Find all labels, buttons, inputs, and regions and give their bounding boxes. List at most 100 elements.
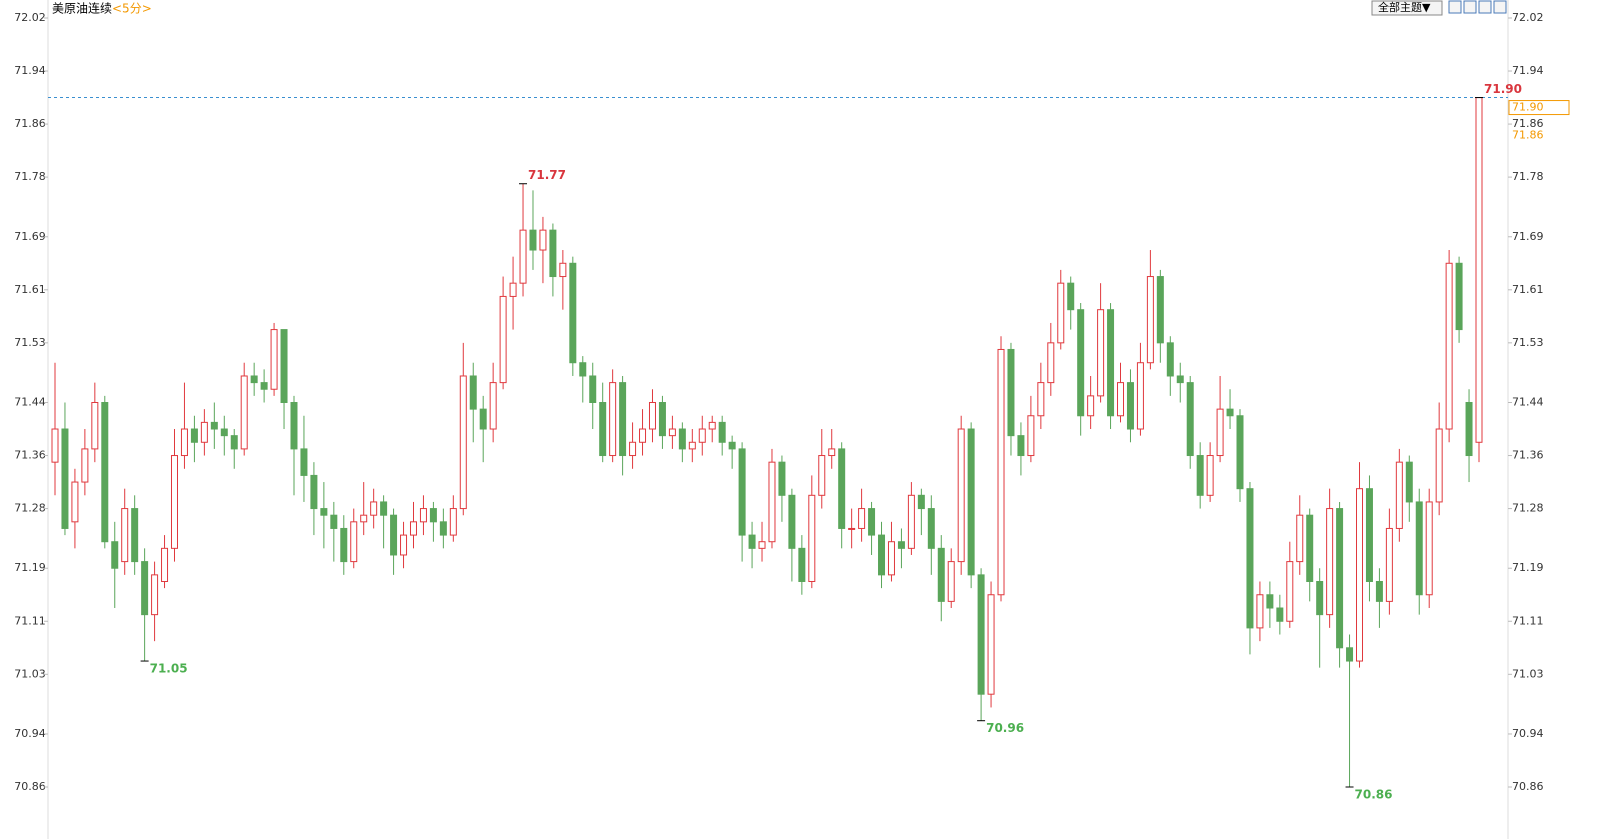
- candle-body: [1186, 382, 1194, 457]
- candle-body: [1435, 428, 1443, 503]
- last-price-box: [1508, 100, 1570, 116]
- candle-body: [220, 428, 228, 437]
- candle-body: [1007, 348, 1015, 437]
- candle-body: [708, 421, 716, 430]
- candle-body: [818, 455, 826, 496]
- candle-body: [489, 382, 497, 430]
- candle-body: [1176, 375, 1184, 384]
- theme-button-label[interactable]: 全部主题▼: [1378, 0, 1431, 14]
- next-icon[interactable]: [1493, 0, 1507, 14]
- fit-icon[interactable]: [1448, 0, 1462, 14]
- candle-body: [808, 494, 816, 582]
- candle-body: [210, 421, 218, 430]
- y2-tick-label: 71.86: [1512, 117, 1544, 130]
- candle-body: [1455, 262, 1463, 331]
- y2-tick-label: 71.19: [1512, 561, 1544, 574]
- candle-body: [1126, 382, 1134, 430]
- candle-body: [1276, 607, 1284, 622]
- candle-body: [579, 362, 587, 377]
- candle-body: [131, 508, 139, 563]
- candle-body: [1097, 309, 1105, 397]
- candle-body: [768, 461, 776, 543]
- candle-body: [101, 402, 109, 543]
- candle-body: [1316, 580, 1324, 616]
- extreme-label: 71.90: [1484, 82, 1522, 96]
- candle-body: [559, 262, 567, 278]
- candle-body: [1107, 309, 1115, 417]
- candle-body: [1047, 342, 1055, 384]
- candle-body: [51, 428, 59, 463]
- y-tick-label: 71.28: [14, 502, 46, 515]
- candle-body: [290, 402, 298, 450]
- toolbar-icons[interactable]: [1448, 0, 1507, 14]
- candle-body: [619, 382, 627, 457]
- prev-icon[interactable]: [1478, 0, 1492, 14]
- y-tick-label: 71.86: [14, 117, 46, 130]
- candle-body: [907, 494, 915, 549]
- candle-body: [748, 534, 756, 549]
- candle-body: [977, 574, 985, 695]
- candle-body: [1425, 501, 1433, 596]
- candle-body: [1296, 514, 1304, 563]
- candle-body: [240, 375, 248, 450]
- candle-body: [260, 382, 268, 390]
- candle-body: [887, 541, 895, 576]
- candle-body: [499, 295, 507, 384]
- candle-body: [161, 547, 169, 582]
- y2-tick-label: 71.53: [1512, 336, 1544, 349]
- zoom-icon[interactable]: [1463, 0, 1477, 14]
- marker-price-label: 71.86: [1512, 129, 1544, 142]
- candle-body: [180, 428, 188, 457]
- candle-body: [390, 514, 398, 556]
- y-tick-label: 72.02: [14, 11, 46, 24]
- candle-body: [1017, 435, 1025, 457]
- candle-body: [310, 474, 318, 510]
- candle-body: [1475, 97, 1483, 443]
- candle-body: [1226, 408, 1234, 417]
- candle-body: [469, 375, 477, 410]
- candle-body: [320, 508, 328, 516]
- y2-tick-label: 71.03: [1512, 667, 1544, 680]
- candle-body: [967, 428, 975, 576]
- extreme-label: 71.77: [528, 168, 566, 182]
- candle-body: [250, 375, 258, 384]
- candle-body: [1166, 342, 1174, 377]
- candle-body: [997, 348, 1005, 596]
- y2-tick-label: 71.61: [1512, 283, 1544, 296]
- candle-body: [1246, 488, 1254, 629]
- candle-body: [1216, 408, 1224, 457]
- candle-body: [330, 514, 338, 529]
- candle-body: [230, 435, 238, 450]
- candle-body: [141, 561, 149, 616]
- candle-body: [350, 521, 358, 563]
- candle-body: [1087, 395, 1095, 417]
- theme-button[interactable]: [1371, 0, 1443, 16]
- candle-body: [738, 448, 746, 536]
- y-tick-label: 71.94: [14, 64, 46, 77]
- candle-body: [828, 448, 836, 457]
- candle-body: [81, 448, 89, 483]
- candle-body: [190, 428, 198, 443]
- candle-body: [1385, 527, 1393, 602]
- period-label: <5分>: [112, 2, 152, 16]
- candle-body: [609, 382, 617, 457]
- candle-body: [668, 428, 676, 437]
- candle-body: [400, 534, 408, 556]
- candle-body: [91, 402, 99, 450]
- candle-body: [380, 501, 388, 516]
- candle-body: [648, 402, 656, 430]
- candle-body: [300, 448, 308, 476]
- last-price-label: 71.90: [1512, 101, 1544, 114]
- candle-body: [718, 421, 726, 443]
- candle-body: [957, 428, 965, 563]
- candle-body: [1156, 276, 1164, 344]
- candle-body: [529, 229, 537, 251]
- y-tick-label: 70.86: [14, 780, 46, 793]
- candle-body: [360, 514, 368, 523]
- candle-body: [429, 508, 437, 523]
- candle-body: [1395, 461, 1403, 529]
- candle-body: [200, 421, 208, 443]
- candle-body: [728, 441, 736, 450]
